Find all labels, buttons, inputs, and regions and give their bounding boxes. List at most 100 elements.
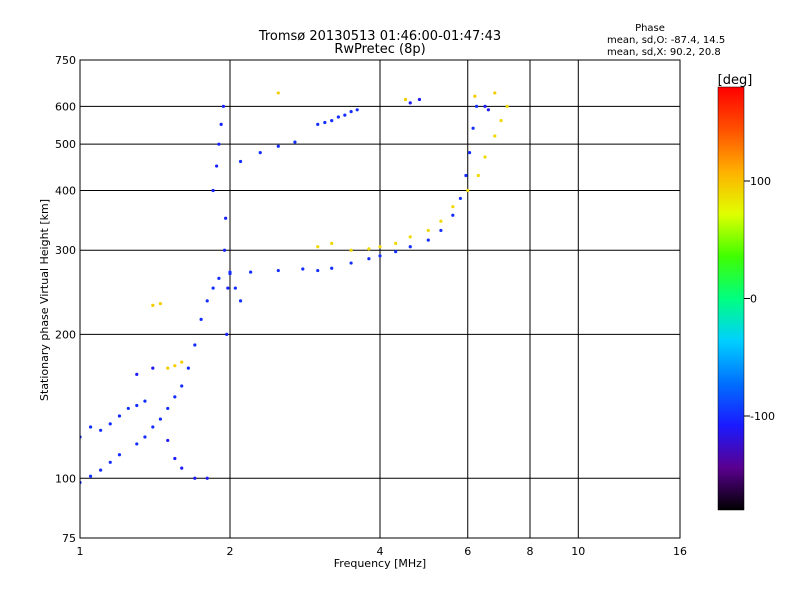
x-tick-label: 4 — [377, 545, 384, 558]
scatter-point — [301, 267, 305, 271]
scatter-point — [394, 250, 398, 254]
scatter-point — [473, 94, 477, 98]
y-axis: 75 100 200 300 400 500 600 750 — [55, 54, 76, 545]
scatter-point — [378, 245, 382, 249]
scatter-point — [186, 366, 190, 370]
scatter-point — [205, 299, 209, 303]
y-tick-label: 600 — [55, 100, 76, 113]
scatter-point — [276, 268, 280, 273]
scatter-point — [211, 188, 215, 193]
scatter-point — [493, 91, 497, 95]
scatter-point — [476, 173, 480, 178]
scatter-point — [224, 216, 228, 220]
scatter-point — [466, 188, 470, 193]
scatter-points — [80, 91, 509, 485]
scatter-point — [222, 248, 227, 252]
gridlines — [80, 60, 680, 538]
scatter-point — [215, 164, 219, 168]
phase-stats-heading: Phase — [635, 23, 665, 34]
scatter-point — [180, 360, 184, 364]
scatter-point — [135, 372, 139, 376]
scatter-point — [225, 332, 229, 336]
scatter-point — [439, 219, 443, 223]
scatter-point — [483, 155, 487, 159]
scatter-point — [205, 476, 209, 480]
scatter-point — [151, 425, 155, 429]
scatter-point — [180, 466, 184, 470]
scatter-point — [343, 113, 347, 117]
scatter-point — [226, 286, 230, 290]
scatter-point — [217, 142, 221, 146]
scatter-point — [217, 276, 221, 280]
scatter-point — [467, 151, 472, 155]
scatter-point — [117, 414, 122, 418]
scatter-point — [451, 213, 455, 217]
scatter-point — [180, 384, 184, 388]
colorbar-tick-label: 0 — [750, 293, 757, 306]
colorbar-label: [deg] — [718, 73, 753, 88]
scatter-point — [158, 417, 163, 421]
scatter-point — [316, 268, 320, 273]
colorbar — [717, 86, 745, 511]
scatter-point — [88, 425, 93, 429]
scatter-point — [219, 122, 223, 126]
scatter-point — [505, 104, 509, 108]
scatter-point — [499, 119, 503, 123]
x-tick-label: 6 — [464, 545, 471, 558]
y-tick-label: 300 — [55, 244, 76, 257]
scatter-point — [211, 286, 215, 290]
scatter-point — [483, 104, 487, 108]
x-axis-label: Frequency [MHz] — [334, 557, 426, 570]
colorbar-tick-label: -100 — [750, 410, 775, 423]
scatter-point — [151, 303, 155, 307]
scatter-point — [367, 247, 371, 251]
y-tick-label: 75 — [62, 532, 76, 545]
phase-stats-o: mean, sd,O: -87.4, 14.5 — [607, 35, 725, 46]
colorbar-ticks: 100 0 -100 — [744, 175, 775, 423]
scatter-point — [126, 406, 130, 411]
chart-title: Tromsø 20130513 01:46:00-01:47:43 — [258, 29, 501, 44]
scatter-point — [349, 109, 353, 114]
scatter-point — [464, 173, 468, 178]
scatter-point — [408, 235, 412, 239]
scatter-point — [173, 364, 177, 368]
scatter-point — [193, 343, 197, 347]
scatter-point — [166, 406, 170, 411]
scatter-point — [173, 456, 177, 461]
scatter-point — [276, 144, 280, 148]
scatter-point — [493, 134, 497, 138]
scatter-point — [394, 241, 398, 246]
x-tick-label: 10 — [571, 545, 585, 558]
scatter-point — [143, 399, 147, 403]
scatter-point — [99, 428, 103, 432]
colorbar-tick-label: 100 — [750, 175, 771, 188]
x-tick-label: 16 — [673, 545, 687, 558]
scatter-point — [316, 245, 320, 249]
scatter-point — [403, 97, 408, 102]
x-tick-label: 2 — [227, 545, 234, 558]
scatter-point — [316, 122, 320, 126]
phase-stats-x: mean, sd,X: 90.2, 20.8 — [607, 47, 721, 58]
scatter-point — [408, 245, 412, 249]
scatter-point — [238, 159, 243, 164]
scatter-point — [330, 266, 334, 270]
scatter-point — [108, 460, 112, 464]
x-axis: 1 2 4 6 8 10 16 — [77, 545, 688, 558]
chart-subtitle: RwPretec (8p) — [334, 42, 425, 57]
scatter-point — [258, 151, 262, 155]
scatter-point — [408, 101, 412, 105]
scatter-point — [417, 97, 422, 102]
scatter-point — [355, 108, 359, 112]
scatter-point — [193, 476, 197, 480]
scatter-point — [199, 317, 203, 321]
x-tick-label: 8 — [527, 545, 534, 558]
scatter-point — [88, 474, 93, 478]
scatter-point — [474, 104, 479, 108]
y-axis-label: Stationary phase Virtual Height [km] — [38, 199, 51, 401]
scatter-point — [166, 438, 170, 443]
scatter-point — [108, 422, 112, 426]
scatter-point — [378, 254, 382, 258]
scatter-point — [293, 140, 297, 144]
scatter-point — [426, 238, 430, 242]
